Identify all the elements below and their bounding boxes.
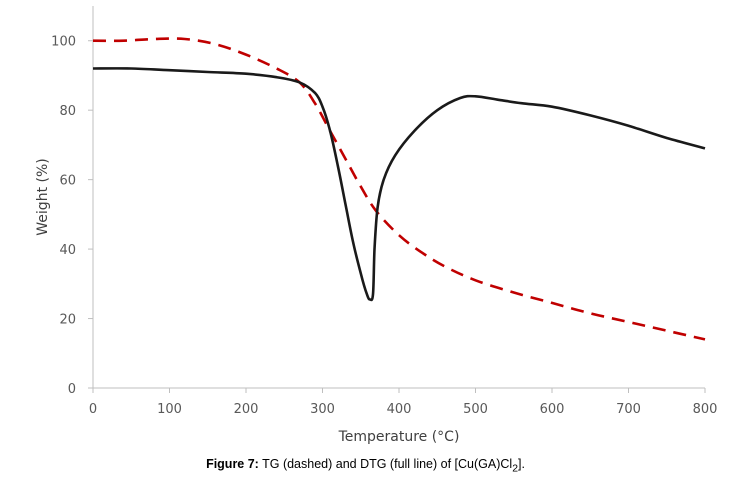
x-tick-label: 700 (616, 402, 641, 417)
x-tick-marks (92, 388, 706, 393)
x-axis-title: Temperature (°C) (338, 429, 460, 445)
y-axis-title: Weight (%) (35, 158, 51, 235)
x-tick-label: 300 (310, 402, 335, 417)
caption-subscript: 2 (512, 463, 518, 475)
figure-caption: Figure 7: TG (dashed) and DTG (full line… (0, 457, 731, 475)
y-tick-label: 0 (68, 382, 76, 397)
caption-text: TG (dashed) and DTG (full line) of [Cu(G… (258, 457, 513, 471)
x-tick-label: 100 (157, 402, 182, 417)
y-tick-label: 20 (59, 313, 76, 328)
series-line-solid (92, 67, 706, 302)
x-tick-labels: 0 100 200 300 400 500 600 700 800 (89, 402, 718, 417)
y-tick-label: 100 (51, 35, 76, 50)
caption-label: Figure 7: (206, 457, 259, 471)
chart: 0 20 40 60 80 100 0 100 200 300 400 500 600 700 800 T… (35, 6, 718, 445)
series-line-dashed (92, 37, 706, 341)
caption-text-end: ]. (517, 457, 525, 471)
y-tick-label: 60 (59, 174, 76, 189)
x-tick-label: 0 (89, 402, 97, 417)
x-tick-label: 500 (463, 402, 488, 417)
x-tick-label: 400 (387, 402, 412, 417)
y-tick-labels: 0 20 40 60 80 100 (51, 35, 76, 397)
y-tick-marks (88, 40, 93, 389)
series-layer (92, 37, 706, 341)
y-tick-label: 40 (59, 243, 76, 258)
x-tick-label: 800 (693, 402, 718, 417)
y-tick-label: 80 (59, 104, 76, 119)
x-tick-label: 200 (234, 402, 259, 417)
x-tick-label: 600 (540, 402, 565, 417)
